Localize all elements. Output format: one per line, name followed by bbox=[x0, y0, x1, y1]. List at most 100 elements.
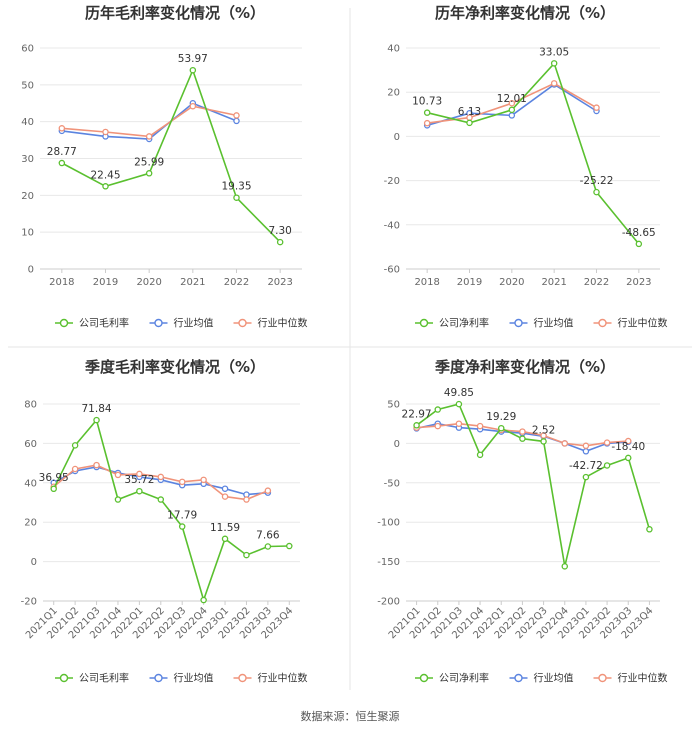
data-label: 17.79 bbox=[167, 510, 197, 522]
data-label: 19.35 bbox=[221, 181, 251, 193]
y-tick-label: -150 bbox=[377, 557, 400, 568]
series-company bbox=[423, 60, 643, 248]
data-point bbox=[243, 551, 250, 559]
data-point bbox=[145, 133, 153, 140]
legend-label: 行业均值 bbox=[174, 317, 214, 330]
y-tick-label: 10 bbox=[21, 228, 34, 239]
data-point bbox=[102, 183, 109, 190]
data-label: 10.73 bbox=[412, 96, 442, 108]
y-tick-label: 0 bbox=[31, 557, 37, 568]
legend-item: 公司净利率 bbox=[415, 672, 489, 685]
legend-marker bbox=[598, 673, 607, 683]
data-point bbox=[476, 422, 484, 430]
data-point bbox=[200, 596, 207, 604]
series-company bbox=[58, 66, 284, 246]
legend-item: 行业中位数 bbox=[233, 317, 308, 330]
data-point bbox=[58, 159, 66, 167]
data-label: -18.40 bbox=[611, 441, 645, 453]
legend-marker bbox=[59, 673, 69, 683]
y-tick-label: 80 bbox=[24, 400, 37, 411]
data-point bbox=[466, 119, 473, 127]
legend-marker bbox=[238, 673, 247, 683]
data-label: 12.01 bbox=[497, 93, 527, 105]
series-line bbox=[52, 418, 290, 603]
data-label: 2.52 bbox=[532, 424, 555, 436]
data-point bbox=[423, 119, 431, 127]
y-tick-label: -40 bbox=[384, 220, 400, 231]
data-point bbox=[646, 526, 653, 533]
data-point bbox=[286, 542, 293, 550]
data-point bbox=[550, 60, 558, 67]
y-tick-label: 50 bbox=[21, 80, 34, 91]
legend-marker bbox=[514, 673, 523, 683]
data-label: 7.30 bbox=[268, 225, 291, 237]
data-point bbox=[71, 442, 79, 449]
y-tick-label: 0 bbox=[28, 265, 34, 276]
chart-title: 季度毛利率变化情况（%） bbox=[85, 358, 265, 376]
legend-item: 公司毛利率 bbox=[55, 317, 129, 330]
x-tick-label: 2021 bbox=[541, 277, 566, 288]
y-tick-label: -50 bbox=[384, 478, 400, 489]
chart-title: 季度净利率变化情况（%） bbox=[435, 358, 615, 376]
data-label: 22.97 bbox=[402, 408, 432, 420]
y-tick-label: -100 bbox=[377, 518, 400, 529]
data-label: -25.22 bbox=[580, 175, 614, 187]
data-label: 19.29 bbox=[486, 411, 516, 423]
legend-marker bbox=[419, 318, 429, 328]
data-point bbox=[102, 128, 109, 136]
data-label: 7.66 bbox=[256, 530, 280, 542]
x-tick-label: 2019 bbox=[457, 277, 482, 288]
data-label: 71.84 bbox=[82, 403, 112, 415]
legend-label: 行业中位数 bbox=[618, 672, 668, 685]
y-tick-label: 30 bbox=[21, 154, 34, 165]
legend-label: 公司毛利率 bbox=[79, 672, 129, 685]
y-tick-label: -20 bbox=[384, 176, 400, 187]
data-label: 35.72 bbox=[124, 474, 154, 486]
data-point bbox=[71, 465, 79, 473]
chart-title: 历年净利率变化情况（%） bbox=[435, 4, 615, 22]
data-point bbox=[561, 440, 569, 447]
data-point bbox=[221, 535, 229, 543]
data-point bbox=[221, 485, 229, 492]
data-label: -48.65 bbox=[622, 227, 656, 239]
data-point bbox=[50, 485, 57, 493]
data-point bbox=[540, 438, 547, 445]
data-label: 6.13 bbox=[458, 106, 481, 118]
data-point bbox=[508, 106, 516, 114]
data-label: 22.45 bbox=[90, 169, 120, 181]
data-point bbox=[561, 563, 569, 570]
legend-label: 行业中位数 bbox=[258, 672, 308, 685]
data-point bbox=[58, 125, 66, 132]
legend-label: 行业中位数 bbox=[258, 317, 308, 330]
data-source-note: 数据来源：恒生聚源 bbox=[300, 710, 400, 723]
legend-marker bbox=[419, 673, 429, 683]
data-point bbox=[455, 420, 463, 427]
legend: 公司净利率 行业均值 行业中位数 bbox=[415, 317, 668, 330]
y-tick-label: 20 bbox=[24, 518, 37, 529]
data-point bbox=[114, 471, 122, 479]
data-point bbox=[93, 416, 100, 424]
data-point bbox=[603, 439, 611, 446]
data-point bbox=[540, 432, 547, 439]
data-point bbox=[157, 496, 165, 503]
data-point bbox=[178, 523, 186, 530]
y-tick-label: 20 bbox=[387, 88, 400, 99]
chart-title: 历年毛利率变化情况（%） bbox=[85, 4, 265, 22]
legend-marker bbox=[598, 318, 607, 328]
data-point bbox=[497, 424, 505, 432]
data-point bbox=[178, 478, 186, 486]
data-point bbox=[625, 454, 632, 462]
data-label: 53.97 bbox=[178, 53, 208, 65]
chart-1: 历年毛利率变化情况（%） 0 10 20 30 40 50 60 2018 2019 2020 202… bbox=[21, 4, 307, 330]
data-point bbox=[625, 437, 632, 445]
data-point bbox=[233, 117, 240, 125]
y-tick-label: 60 bbox=[21, 44, 34, 55]
y-tick-label: 0 bbox=[394, 132, 400, 143]
series-company bbox=[50, 416, 293, 604]
x-tick-label: 2020 bbox=[136, 277, 161, 288]
data-label: 11.59 bbox=[210, 522, 240, 534]
data-point bbox=[221, 493, 229, 500]
chart-3: 季度毛利率变化情况（%）-200204060802021Q12021Q22021… bbox=[21, 358, 308, 685]
data-point bbox=[423, 109, 431, 116]
data-point bbox=[550, 80, 558, 87]
